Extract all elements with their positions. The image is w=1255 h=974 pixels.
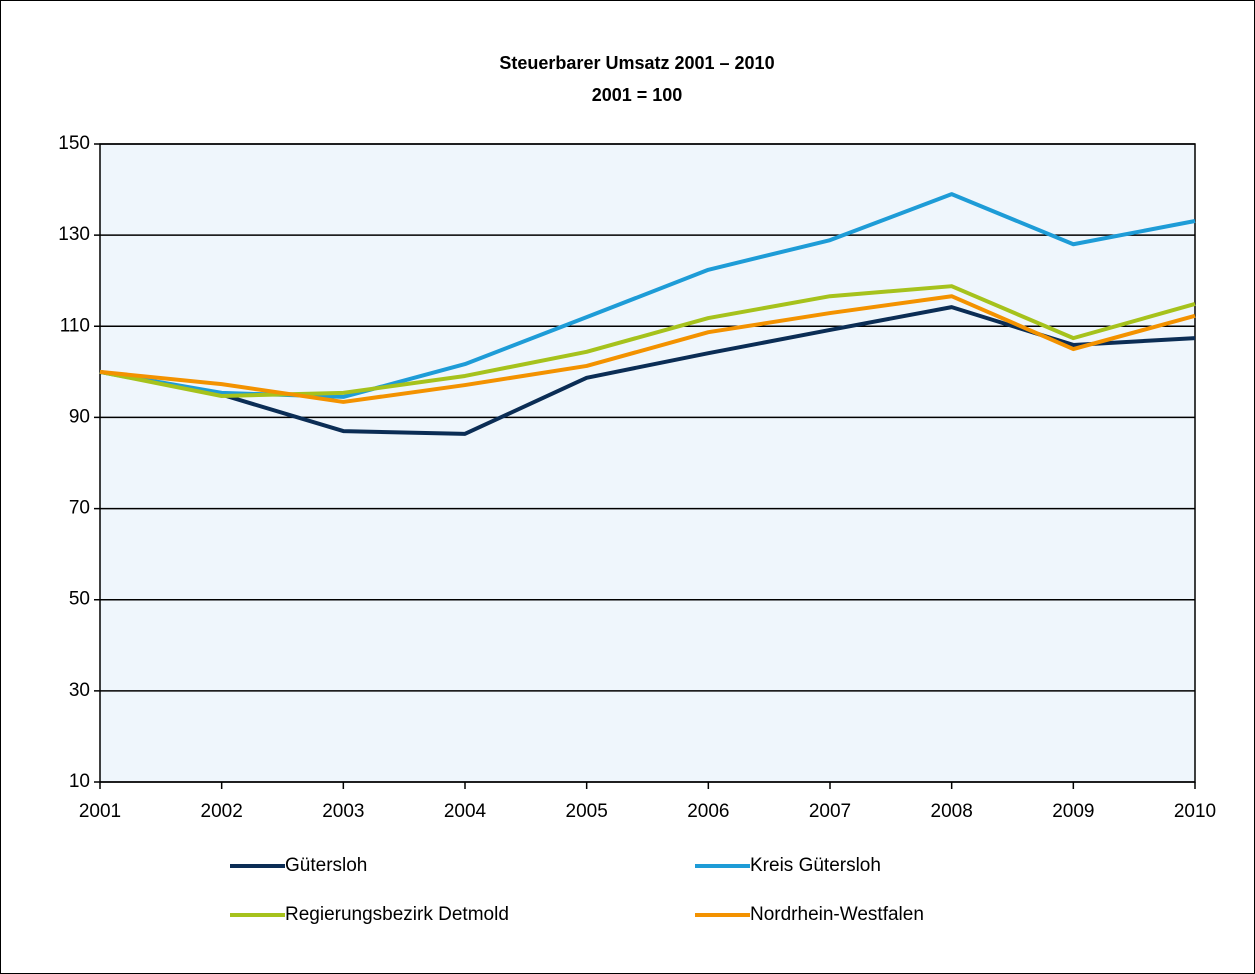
y-tick-label: 50 — [69, 589, 90, 610]
y-tick-label: 110 — [60, 315, 90, 336]
x-tick-label: 2008 — [931, 801, 973, 822]
series-line — [99, 294, 1196, 404]
chart-title: Steuerbarer Umsatz 2001 – 2010 — [499, 53, 774, 73]
x-tick-label: 2002 — [201, 801, 243, 822]
legend-label: Regierungsbezirk Detmold — [285, 904, 509, 925]
x-tick-label: 2003 — [322, 801, 364, 822]
x-tick-label: 2010 — [1174, 801, 1216, 822]
legend-label: Kreis Gütersloh — [750, 855, 881, 876]
x-tick-label: 2005 — [566, 801, 608, 822]
y-tick-label: 30 — [69, 680, 90, 701]
series-line — [99, 305, 1196, 436]
legend-label: Gütersloh — [285, 855, 367, 876]
x-tick-label: 2007 — [809, 801, 851, 822]
x-tick-label: 2009 — [1052, 801, 1094, 822]
plot-area — [100, 144, 1195, 782]
y-tick-label: 150 — [58, 133, 90, 154]
plot-frame — [99, 143, 1196, 783]
x-tick-label: 2001 — [79, 801, 121, 822]
x-tick-label: 2004 — [444, 801, 487, 822]
y-tick-label: 90 — [69, 406, 90, 427]
legend-label: Nordrhein-Westfalen — [750, 904, 924, 925]
y-tick-label: 130 — [58, 224, 90, 245]
y-tick-label: 70 — [69, 498, 90, 519]
x-tick-label: 2006 — [687, 801, 729, 822]
y-tick-label: 10 — [69, 771, 90, 792]
chart-subtitle: 2001 = 100 — [592, 85, 683, 105]
